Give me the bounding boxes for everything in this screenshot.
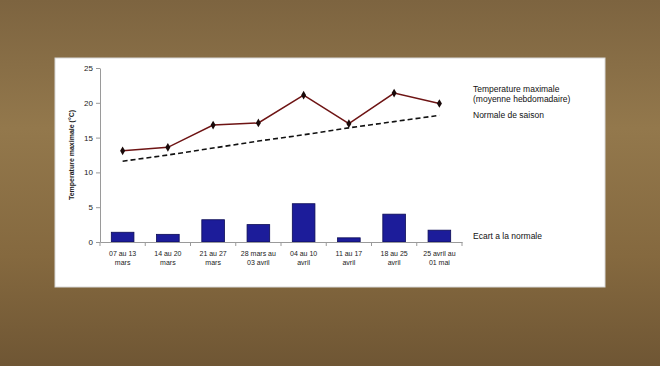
bar bbox=[157, 234, 180, 242]
x-tick: 18 au 25avril bbox=[381, 242, 408, 266]
x-tick: 07 au 13mars bbox=[109, 242, 136, 266]
bar bbox=[428, 230, 451, 242]
bar bbox=[247, 225, 270, 242]
line bbox=[123, 115, 440, 161]
y-axis-line bbox=[100, 69, 101, 243]
y-axis: 0 5 10 15 20 25 bbox=[84, 64, 100, 247]
x-tick: 28 mars au03 avril bbox=[241, 242, 276, 266]
marker bbox=[256, 119, 261, 128]
marker bbox=[301, 91, 306, 100]
y-tick-label: 15 bbox=[84, 134, 93, 143]
plot-marks bbox=[111, 89, 450, 242]
y-tick: 25 bbox=[84, 64, 100, 73]
y-tick-label: 10 bbox=[84, 168, 93, 177]
x-separator bbox=[371, 242, 372, 246]
y-tick-mark bbox=[96, 103, 100, 104]
y-tick: 0 bbox=[89, 238, 100, 247]
x-separator bbox=[326, 242, 327, 246]
x-tick: 04 au 10avril bbox=[290, 242, 317, 266]
bar bbox=[292, 204, 315, 242]
bar bbox=[111, 232, 134, 242]
y-tick-label: 0 bbox=[89, 238, 94, 247]
x-tick-label: 18 au 25avril bbox=[381, 250, 408, 266]
marker bbox=[437, 99, 442, 108]
y-tick: 20 bbox=[84, 99, 100, 108]
y-tick: 10 bbox=[84, 168, 100, 177]
x-separator bbox=[235, 242, 236, 246]
x-tick-label: 07 au 13mars bbox=[109, 250, 136, 266]
y-tick-label: 20 bbox=[84, 99, 93, 108]
legend-label: Ecart a la normale bbox=[473, 231, 542, 241]
x-tick: 14 au 20mars bbox=[154, 242, 181, 266]
y-tick-mark bbox=[96, 68, 100, 69]
y-axis-title: Temperature maximale (°C) bbox=[68, 110, 76, 200]
x-tick-label: 28 mars au03 avril bbox=[241, 250, 276, 266]
marker bbox=[211, 121, 216, 130]
panel bbox=[55, 58, 605, 287]
x-tick-label: 11 au 17avril bbox=[336, 250, 363, 266]
x-separator bbox=[281, 242, 282, 246]
y-tick-mark bbox=[96, 207, 100, 208]
x-separator bbox=[462, 242, 463, 246]
y-tick-mark bbox=[96, 242, 100, 243]
y-tick: 15 bbox=[84, 134, 100, 143]
y-tick-label: 25 bbox=[84, 64, 93, 73]
legend-label: Normale de saison bbox=[473, 110, 544, 120]
x-tick-label: 25 avril au01 mai bbox=[423, 250, 455, 266]
x-tick: 11 au 17avril bbox=[336, 242, 363, 266]
x-separator bbox=[145, 242, 146, 246]
marker bbox=[346, 119, 351, 128]
x-tick-label: 14 au 20mars bbox=[154, 250, 181, 266]
bar bbox=[202, 220, 225, 242]
bar bbox=[338, 238, 361, 242]
x-tick: 25 avril au01 mai bbox=[423, 242, 455, 266]
marker bbox=[120, 146, 125, 155]
y-tick-mark bbox=[96, 138, 100, 139]
x-axis: 07 au 13mars 14 au 20mars 21 au 27mars 28 m… bbox=[101, 242, 463, 266]
bar bbox=[383, 214, 406, 242]
marker bbox=[165, 143, 170, 152]
x-tick-label: 04 au 10avril bbox=[290, 250, 317, 266]
x-tick-label: 21 au 27mars bbox=[200, 250, 227, 266]
x-separator bbox=[190, 242, 191, 246]
legend-label: Temperature maximale(moyenne hebdomadair… bbox=[473, 84, 571, 104]
x-separator bbox=[100, 242, 101, 246]
y-tick: 5 bbox=[89, 203, 100, 212]
chart-root: 0 5 10 15 20 25 07 au 13mars 14 au 20mars 21 au … bbox=[0, 0, 660, 366]
x-separator bbox=[416, 242, 417, 246]
x-tick: 21 au 27mars bbox=[200, 242, 227, 266]
y-tick-label: 5 bbox=[89, 203, 94, 212]
marker bbox=[392, 89, 397, 98]
y-tick-mark bbox=[96, 172, 100, 173]
